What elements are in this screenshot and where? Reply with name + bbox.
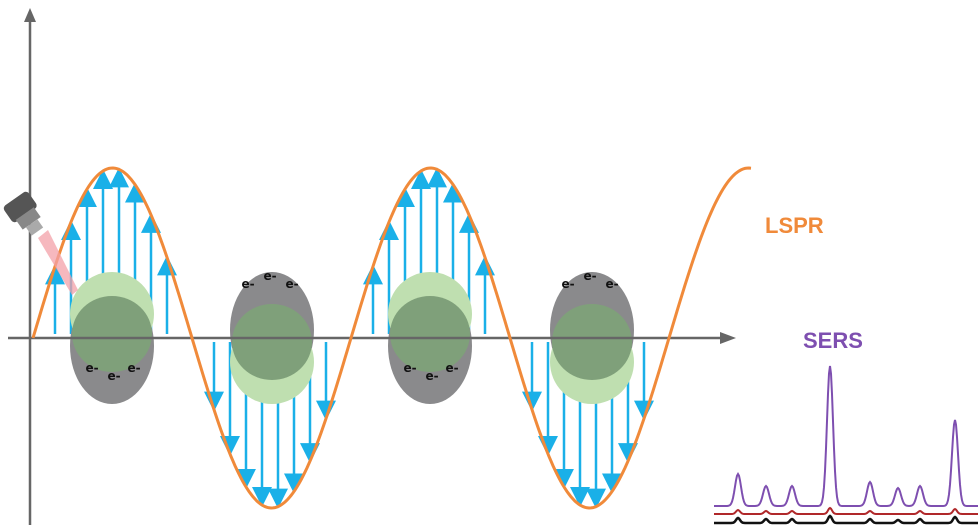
electron-label: e- — [241, 277, 254, 291]
sers-spectra — [714, 366, 978, 523]
sers-spectrum — [714, 508, 978, 514]
electron-label: e- — [127, 361, 140, 375]
electron-label: e- — [561, 277, 574, 291]
electron-label: e- — [403, 361, 416, 375]
electron-label: e- — [85, 361, 98, 375]
laser-source — [2, 190, 78, 295]
electron-label: e- — [445, 361, 458, 375]
electron-label: e- — [425, 369, 438, 383]
electron-label: e- — [583, 269, 596, 283]
diagram: e-e-e-e-e-e-e-e-e-e-e-e- LSPR SERS — [0, 0, 978, 530]
electron-label: e- — [605, 277, 618, 291]
x-axis-arrow — [720, 332, 736, 344]
lspr-label: LSPR — [765, 213, 824, 238]
electron-label: e- — [263, 269, 276, 283]
electron-label: e- — [107, 369, 120, 383]
y-axis-arrow — [24, 8, 36, 22]
particle-core — [552, 304, 632, 380]
electron-label: e- — [285, 277, 298, 291]
sers-spectrum — [714, 366, 978, 506]
particle-core — [232, 304, 312, 380]
sers-label: SERS — [803, 328, 863, 353]
sers-spectrum — [714, 516, 978, 523]
